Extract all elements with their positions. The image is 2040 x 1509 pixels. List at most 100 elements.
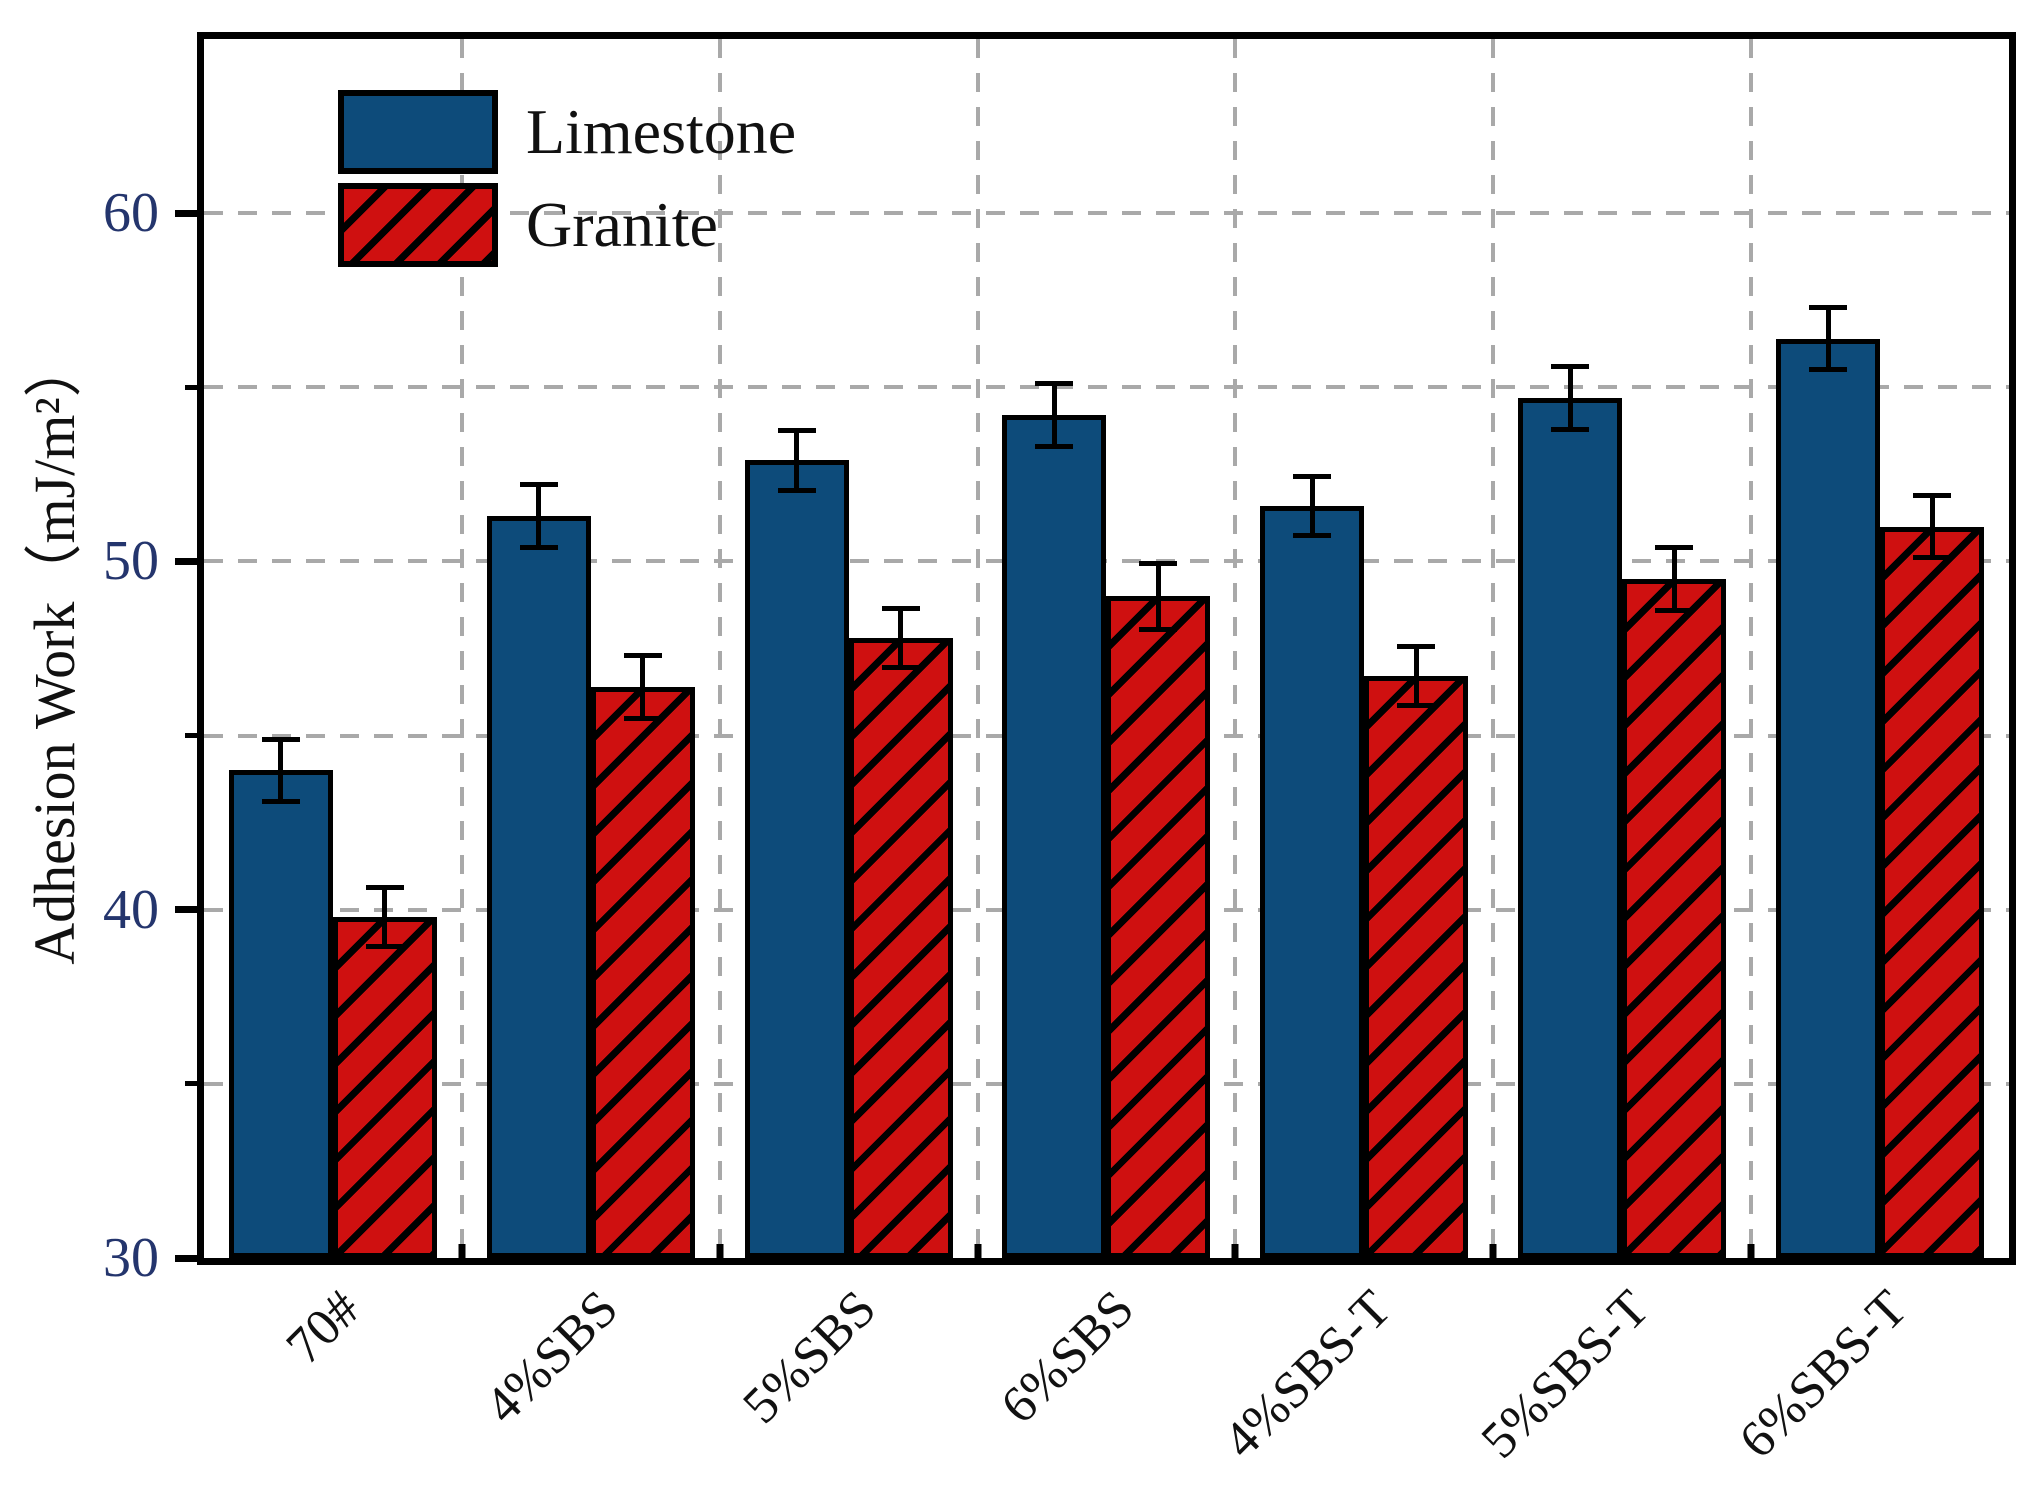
bar-group — [1493, 39, 1751, 1258]
bar-granite — [1880, 526, 1985, 1258]
bar-slot — [1880, 39, 1985, 1258]
error-cap-bottom — [777, 487, 816, 493]
error-bar — [536, 484, 542, 548]
error-bar — [1413, 646, 1419, 706]
bar-granite — [1364, 676, 1469, 1258]
error-cap-top — [1809, 304, 1848, 310]
bar-slot — [486, 39, 591, 1258]
bar-granite — [1622, 578, 1727, 1258]
x-gridline — [1233, 39, 1238, 1258]
bar-group — [720, 39, 978, 1258]
bar-slot — [228, 39, 333, 1258]
bar-slot — [332, 39, 437, 1258]
error-bar — [1671, 547, 1677, 611]
error-cap-top — [777, 428, 816, 434]
error-bar — [1825, 307, 1831, 370]
error-bar — [278, 739, 284, 802]
x-gridline — [1491, 39, 1496, 1258]
error-cap-bottom — [1655, 607, 1694, 613]
x-tick — [1747, 1244, 1755, 1258]
error-bar — [794, 430, 800, 491]
x-gridline — [1749, 39, 1754, 1258]
error-cap-bottom — [365, 943, 404, 949]
legend-label-limestone: Limestone — [526, 96, 797, 167]
error-bar — [1051, 383, 1057, 447]
error-cap-top — [519, 482, 558, 488]
legend: Limestone Granite — [338, 90, 796, 267]
error-cap-bottom — [1139, 626, 1178, 632]
bar-slot — [1106, 39, 1211, 1258]
x-tick-label: 4%SBS-T — [1213, 1279, 1403, 1470]
error-cap-bottom — [1551, 426, 1590, 432]
error-cap-top — [1551, 363, 1590, 369]
bar-granite — [1106, 596, 1211, 1258]
error-cap-top — [1397, 644, 1436, 650]
error-bar — [1929, 495, 1935, 558]
bar-slot — [1364, 39, 1469, 1258]
y-tick-label: 30 — [103, 1227, 159, 1289]
bar-group — [1235, 39, 1493, 1258]
x-tick-label: 6%SBS-T — [1728, 1279, 1919, 1470]
bar-slot — [590, 39, 695, 1258]
error-cap-bottom — [1035, 444, 1074, 449]
bar-slot — [848, 39, 953, 1258]
error-cap-top — [881, 605, 920, 611]
error-cap-bottom — [881, 665, 920, 671]
error-cap-top — [1293, 473, 1332, 479]
bar-limestone — [1776, 338, 1881, 1258]
y-tick-label: 60 — [103, 182, 159, 245]
y-tick-label: 40 — [103, 878, 159, 941]
bar-limestone — [744, 460, 849, 1258]
error-bar — [640, 655, 646, 719]
error-bar — [1567, 366, 1573, 430]
bar-limestone — [1518, 397, 1623, 1258]
y-major-tick — [175, 557, 197, 565]
bar-limestone — [486, 516, 591, 1258]
x-gridline — [975, 39, 980, 1258]
legend-item-granite: Granite — [338, 183, 796, 267]
bar-slot — [1518, 39, 1623, 1258]
y-axis-label: Adhesion Work（mJ/m²） — [22, 339, 87, 965]
x-tick-label: 5%SBS-T — [1470, 1279, 1661, 1470]
bar-slot — [1260, 39, 1365, 1258]
y-gridline — [204, 211, 2009, 216]
bar-group — [462, 39, 720, 1258]
error-cap-bottom — [623, 715, 662, 721]
error-bar — [1309, 476, 1315, 536]
x-gridline — [459, 39, 464, 1258]
legend-item-limestone: Limestone — [338, 90, 796, 174]
error-cap-bottom — [261, 799, 300, 805]
legend-swatch-limestone-icon — [338, 90, 498, 174]
y-major-tick — [175, 1254, 197, 1262]
x-tick — [974, 1244, 982, 1258]
error-cap-top — [1913, 492, 1952, 498]
bar-limestone — [228, 770, 333, 1258]
plot-area: 30 40 50 60 70# 4%SBS 5%SBS 6%SBS 4%SBS-T 5%SBS-T… — [103, 32, 2016, 1469]
x-tick-label: 6%SBS — [989, 1279, 1145, 1435]
y-gridline — [204, 559, 2009, 564]
x-tick — [1231, 1244, 1239, 1258]
error-cap-bottom — [1397, 703, 1436, 709]
error-cap-top — [365, 884, 404, 890]
bar-limestone — [1002, 415, 1107, 1258]
bar-granite — [332, 916, 437, 1258]
x-tick-label: 4%SBS — [474, 1279, 629, 1435]
error-cap-bottom — [1913, 555, 1952, 561]
bar-slot — [1622, 39, 1727, 1258]
bar-granite — [590, 686, 695, 1258]
bar-slot — [1776, 39, 1881, 1258]
error-bar — [382, 887, 388, 947]
error-cap-top — [623, 652, 662, 658]
y-gridline — [204, 385, 2009, 390]
x-tick-label: 5%SBS — [732, 1279, 887, 1435]
x-tick-label: 70# — [275, 1279, 372, 1376]
x-gridline — [717, 39, 722, 1258]
error-cap-bottom — [1293, 532, 1332, 538]
x-tick — [458, 1244, 466, 1258]
error-cap-bottom — [1809, 367, 1848, 373]
error-bar — [1155, 563, 1161, 630]
bar-group — [204, 39, 462, 1258]
y-minor-tick — [185, 1081, 197, 1087]
error-cap-top — [1139, 560, 1178, 566]
